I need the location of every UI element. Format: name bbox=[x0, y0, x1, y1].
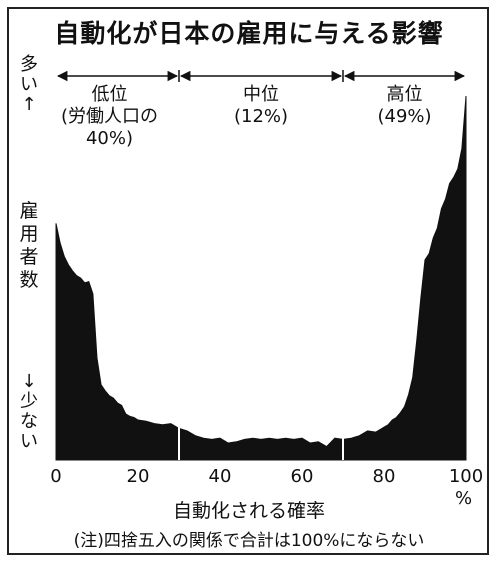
footnote: (注)四捨五入の関係で合計は100%にならない bbox=[73, 531, 425, 551]
x-tick-label: 0 bbox=[50, 466, 62, 487]
band-label-low: 低位 (労働人口の40%) bbox=[45, 84, 175, 150]
chart-title: 自動化が日本の雇用に与える影響 bbox=[54, 19, 444, 48]
chart-frame bbox=[7, 7, 489, 555]
band-detail: (12%) bbox=[233, 106, 289, 127]
band-name: 中位 bbox=[243, 84, 279, 105]
x-tick-label: 40 bbox=[208, 466, 232, 487]
y-axis-top-label: 多い↑ bbox=[20, 54, 38, 115]
band-name: 低位 bbox=[91, 84, 128, 105]
x-tick-label: 60 bbox=[290, 466, 314, 487]
band-detail: (49%) bbox=[377, 106, 432, 127]
x-axis-label: 自動化される確率 bbox=[172, 500, 325, 522]
band-name: 高位 bbox=[386, 84, 423, 105]
y-axis-label: 雇用者数 bbox=[19, 200, 39, 291]
x-tick-label: 80 bbox=[372, 466, 396, 487]
x-tick-label: 20 bbox=[126, 466, 150, 487]
y-axis-bottom-label: ↓少ない bbox=[20, 371, 38, 452]
x-tick-label: 100 bbox=[448, 466, 484, 487]
employment-area bbox=[55, 95, 467, 461]
band-label-mid: 中位 (12%) bbox=[211, 84, 311, 128]
band-detail: (労働人口の40%) bbox=[60, 106, 159, 149]
x-axis-unit: % bbox=[455, 488, 473, 509]
band-label-high: 高位 (49%) bbox=[355, 84, 455, 128]
